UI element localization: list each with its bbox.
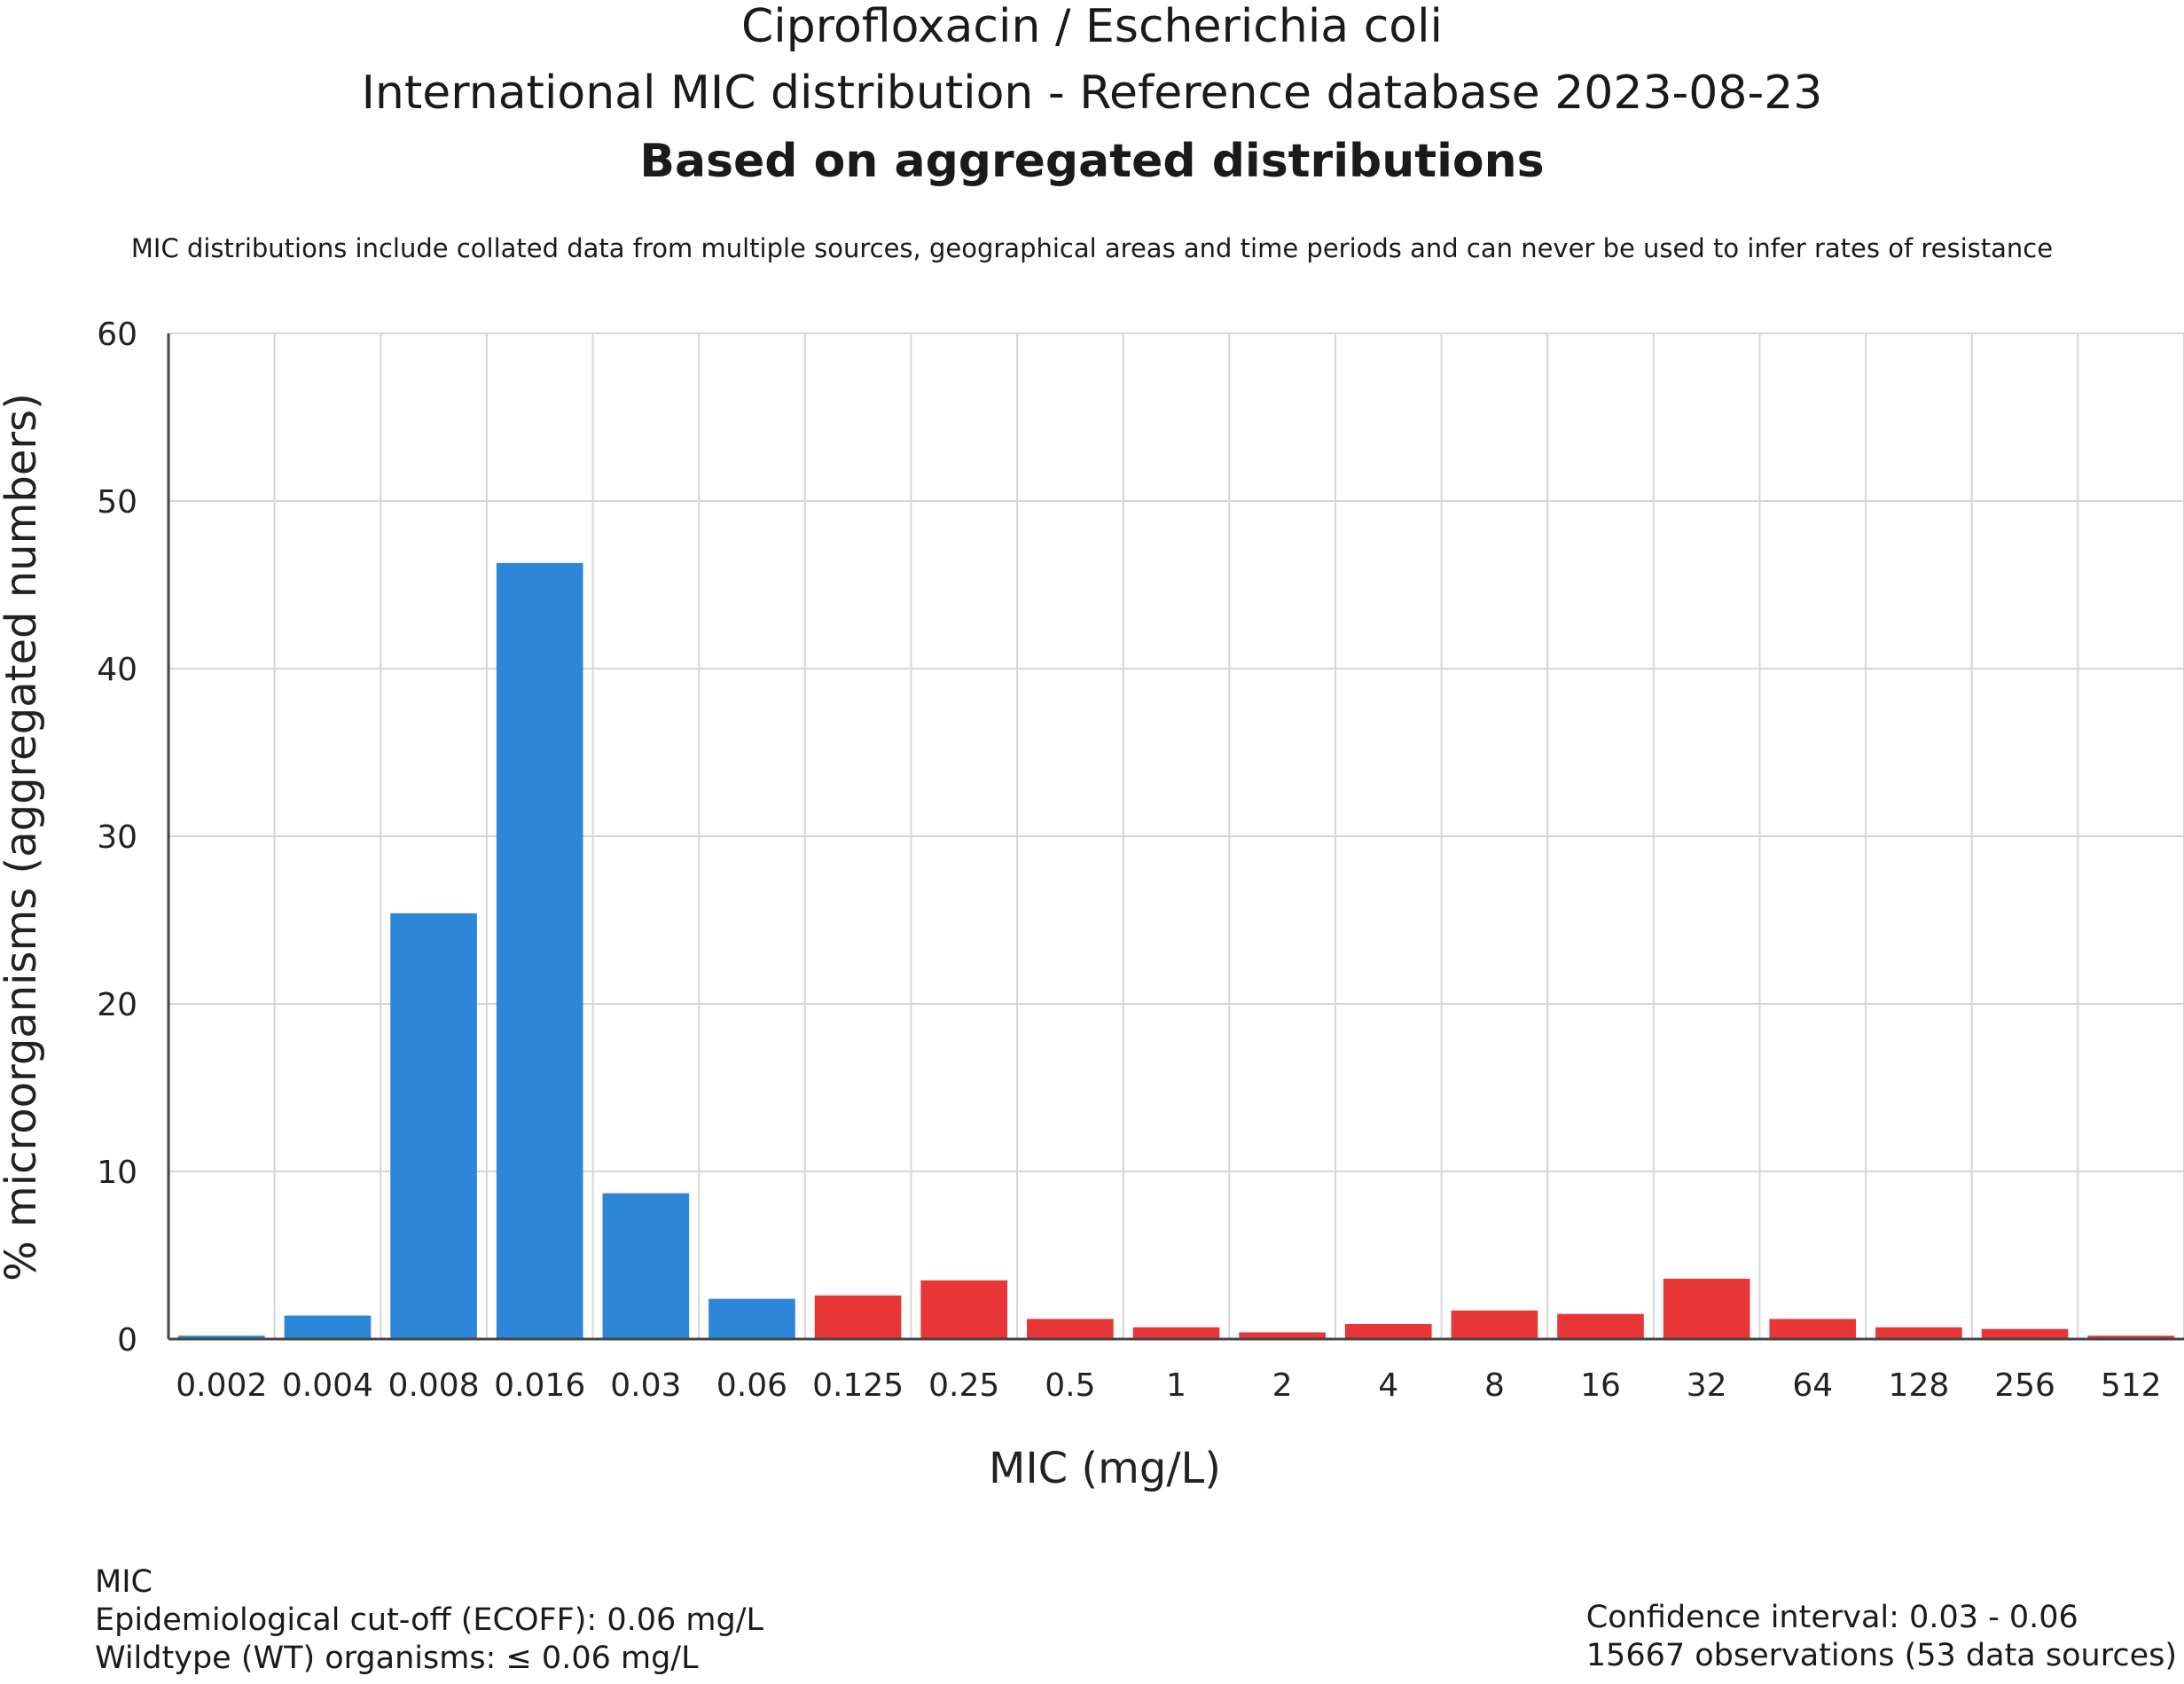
- footer-mic-label: MIC: [95, 1564, 153, 1600]
- bar-1: [1132, 1327, 1220, 1339]
- x-tick-label-2: 2: [1272, 1367, 1293, 1404]
- x-tick-label-0.03: 0.03: [610, 1367, 681, 1404]
- footer-confidence-interval: Confidence interval: 0.03 - 0.06: [1585, 1600, 2078, 1635]
- bar-64: [1769, 1319, 1857, 1339]
- bar-0.5: [1027, 1319, 1114, 1339]
- chart-subtitle-bold: Based on aggregated distributions: [639, 135, 1545, 188]
- bar-128: [1875, 1327, 1962, 1339]
- bar-0.125: [814, 1295, 902, 1339]
- bar-2: [1239, 1332, 1326, 1339]
- x-tick-label-512: 512: [2101, 1367, 2162, 1404]
- x-tick-label-8: 8: [1484, 1367, 1505, 1404]
- x-tick-label-0.5: 0.5: [1045, 1367, 1095, 1404]
- chart-title: Ciprofloxacin / Escherichia coli: [741, 0, 1443, 53]
- bar-16: [1557, 1313, 1644, 1339]
- x-tick-label-0.06: 0.06: [716, 1367, 787, 1404]
- y-tick-label-20: 20: [97, 987, 137, 1023]
- axes: [167, 333, 2184, 1341]
- x-tick-labels: 0.002 0.004 0.008 0.016 0.03 0.06 0.125 0.25 0.5…: [176, 1367, 2161, 1404]
- bar-0.002: [178, 1335, 265, 1339]
- footer-wildtype: Wildtype (WT) organisms: ≤ 0.06 mg/L: [95, 1641, 699, 1676]
- x-tick-label-0.004: 0.004: [282, 1367, 373, 1404]
- bar-512: [2087, 1335, 2174, 1339]
- x-tick-label-32: 32: [1687, 1367, 1727, 1404]
- bar-256: [1981, 1328, 2069, 1339]
- observation-info: Confidence interval: 0.03 - 0.06 15667 o…: [1586, 1599, 2177, 1675]
- x-tick-label-1: 1: [1166, 1367, 1186, 1404]
- grid-lines: [168, 333, 2184, 1339]
- y-tick-label-40: 40: [97, 652, 137, 688]
- bar-0.03: [602, 1193, 690, 1339]
- x-tick-label-256: 256: [1994, 1367, 2055, 1404]
- y-tick-labels: 0 10 20 30 40 50 60: [97, 317, 137, 1359]
- bar-0.06: [708, 1298, 795, 1339]
- x-tick-label-16: 16: [1580, 1367, 1621, 1404]
- x-axis-label: MIC (mg/L): [989, 1444, 1221, 1493]
- y-tick-label-50: 50: [97, 484, 137, 521]
- bar-32: [1663, 1278, 1750, 1339]
- x-tick-label-64: 64: [1792, 1367, 1833, 1404]
- footer-observations: 15667 observations (53 data sources): [1585, 1638, 2177, 1673]
- chart-subtitle: International MIC distribution - Referen…: [361, 67, 1823, 120]
- bar-4: [1344, 1323, 1432, 1339]
- x-tick-label-128: 128: [1889, 1367, 1950, 1404]
- bar-8: [1451, 1310, 1538, 1339]
- bar-0.25: [920, 1280, 1008, 1339]
- x-tick-label-0.016: 0.016: [494, 1367, 585, 1404]
- bar-0.016: [496, 562, 583, 1339]
- ecoff-info: MIC Epidemiological cut-off (ECOFF): 0.0…: [95, 1563, 763, 1678]
- y-tick-label-60: 60: [97, 317, 137, 353]
- bars: [178, 562, 2174, 1339]
- disclaimer-text: MIC distributions include collated data …: [130, 233, 2054, 263]
- bar-0.008: [390, 912, 477, 1339]
- y-axis-label: % microorganisms (aggregated numbers): [0, 393, 46, 1281]
- x-tick-label-0.002: 0.002: [176, 1367, 267, 1404]
- bar-0.004: [284, 1315, 372, 1339]
- footer-ecoff: Epidemiological cut-off (ECOFF): 0.06 mg…: [95, 1602, 763, 1638]
- x-tick-label-0.125: 0.125: [812, 1367, 904, 1404]
- x-tick-label-4: 4: [1378, 1367, 1398, 1404]
- y-tick-label-10: 10: [97, 1155, 137, 1191]
- x-tick-label-0.008: 0.008: [388, 1367, 480, 1404]
- y-tick-label-0: 0: [117, 1322, 137, 1359]
- x-tick-label-0.25: 0.25: [928, 1367, 999, 1404]
- y-tick-label-30: 30: [97, 819, 137, 856]
